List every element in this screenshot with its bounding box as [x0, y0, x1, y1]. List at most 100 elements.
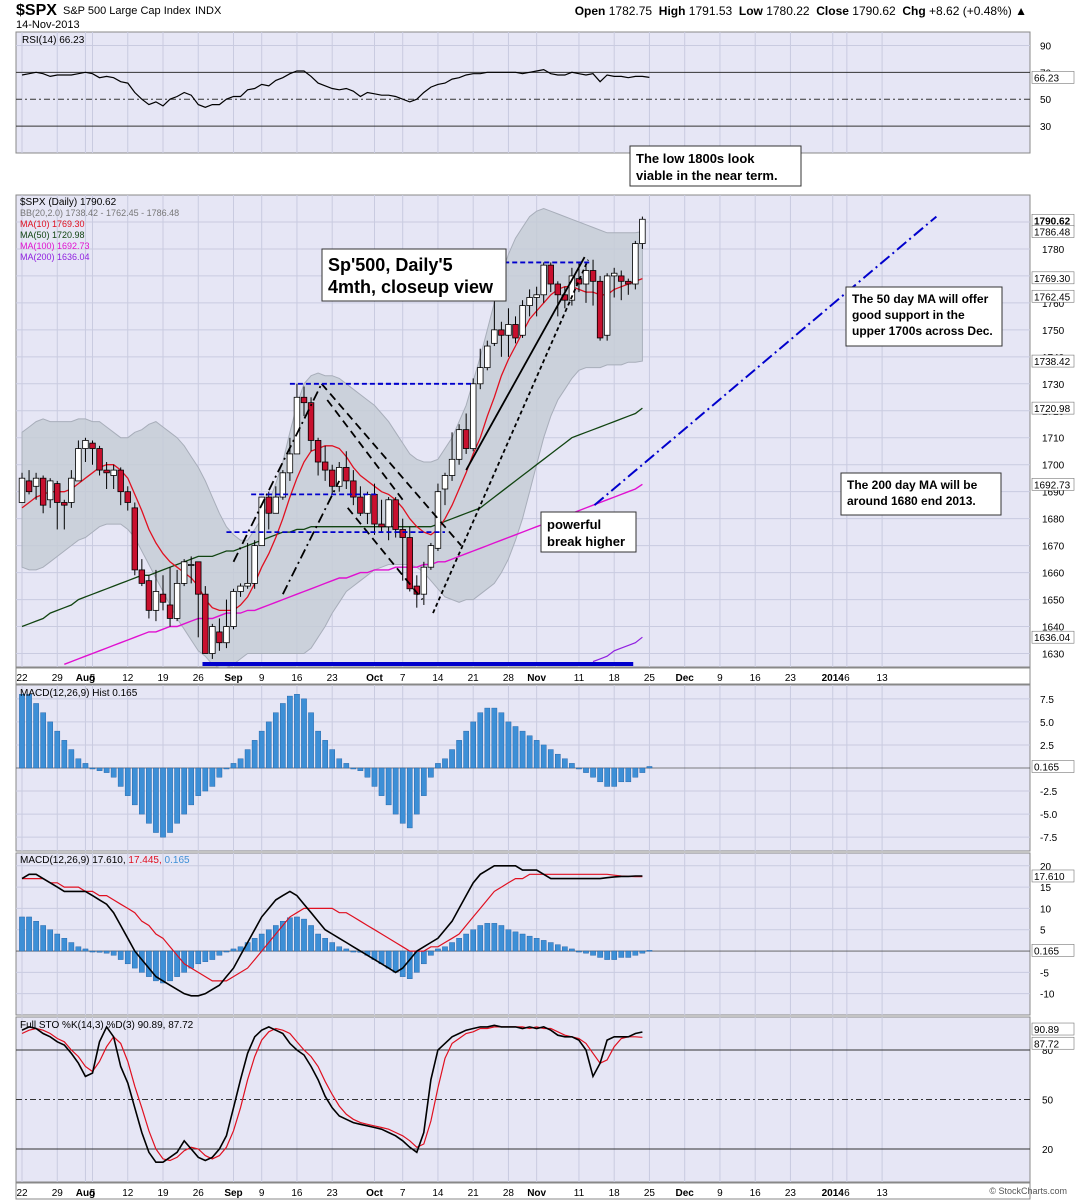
macd-hist-tick: -2.5 — [1040, 787, 1058, 798]
candle-body — [131, 507, 138, 571]
low-1800s-note: viable in the near term. — [636, 168, 778, 183]
macd-hist-bar — [385, 767, 392, 806]
ma200-note-box — [840, 472, 1002, 516]
x-axis-bottom-label: Oct — [366, 1188, 383, 1199]
macd-hist-bar — [519, 730, 526, 769]
x-axis-bottom-label: 14 — [432, 1188, 444, 1199]
candle-body — [251, 545, 258, 584]
macd-bar — [287, 917, 293, 952]
macd-bar — [547, 942, 554, 952]
macd-hist-bar — [632, 767, 639, 778]
low-1800s-note-box — [629, 145, 802, 187]
x-axis-top-label: 9 — [259, 673, 265, 684]
price-tick: 1700 — [1042, 461, 1065, 472]
x-axis-bottom-label: 22 — [16, 1188, 28, 1199]
macd-hist-bar — [378, 767, 385, 796]
candle-body — [378, 523, 385, 528]
macd-bar — [265, 929, 272, 952]
ma200-note: around 1680 end 2013. — [847, 494, 976, 508]
macd-hist-bar — [103, 767, 110, 773]
candle-body — [336, 467, 343, 487]
macd-hist-bar — [442, 758, 448, 769]
macd-bar — [343, 948, 350, 952]
price-value-tag: 1720.98 — [1034, 404, 1071, 415]
candle-body — [138, 569, 146, 584]
macd-hist-bar — [258, 730, 265, 769]
x-axis-top-label: 14 — [432, 673, 444, 684]
price-value-tag-box — [1031, 401, 1075, 415]
x-axis-top-label: Nov — [527, 673, 546, 684]
candle-body — [371, 493, 378, 525]
macd-hist-bar — [251, 740, 258, 769]
macd-hist-bar — [547, 749, 554, 769]
x-axis-top-label: Sep — [224, 673, 242, 684]
x-axis-top-label: 29 — [52, 673, 64, 684]
candle-body — [385, 499, 392, 528]
x-axis-bottom-label: 23 — [327, 1188, 339, 1199]
macd-hist-bar — [153, 767, 159, 833]
macd-hist-bar — [110, 767, 117, 778]
price-value-tag: 1786.48 — [1034, 227, 1071, 238]
macd-value-tag: 17.610 — [1034, 872, 1065, 883]
macd-bar — [484, 923, 491, 952]
x-axis-top-label: 16 — [750, 673, 762, 684]
macd-bar — [230, 948, 237, 952]
macd-bar — [463, 933, 469, 952]
macd-bar — [336, 946, 343, 952]
macd-hist-bar — [357, 767, 364, 771]
macd-bar — [153, 950, 159, 982]
candle-body — [173, 582, 181, 619]
sto-tick: 50 — [1042, 1096, 1054, 1107]
ma50-label: MA(50) 1720.98 — [20, 230, 85, 240]
x-axis-bottom-label: 11 — [574, 1188, 585, 1199]
price-tick: 1780 — [1042, 245, 1065, 256]
macd-hist-tick: 7.5 — [1040, 695, 1054, 706]
rsi-value-tag-box — [1031, 71, 1075, 84]
macd-bar — [449, 942, 455, 952]
macd-bar — [569, 948, 575, 952]
candle-body — [596, 280, 604, 339]
macd-line — [21, 865, 643, 997]
price-value-tag-box — [1031, 271, 1075, 285]
x-axis-bottom-label: 9 — [717, 1188, 723, 1199]
macd-bar — [216, 950, 223, 956]
candle-body — [75, 448, 82, 482]
macd-bar — [251, 938, 258, 952]
candle-body — [491, 329, 498, 344]
macd-hist-bar — [265, 721, 272, 769]
candle-body — [434, 491, 442, 549]
x-axis-top-label: 13 — [877, 673, 889, 684]
candle-body — [96, 448, 103, 471]
macd-hist-tick: 2.5 — [1040, 741, 1054, 752]
macd-hist-bar — [364, 767, 371, 778]
high-value: 1791.53 — [688, 4, 733, 18]
rsi-panel — [15, 31, 1031, 154]
chg-value: +8.62 (+0.48%) — [929, 4, 1012, 18]
price-tick: 1680 — [1042, 515, 1065, 526]
macd-bar — [611, 950, 617, 960]
breakout-note: break higher — [547, 534, 625, 549]
candle-body — [632, 243, 639, 285]
candle-body — [554, 283, 561, 296]
ticker-symbol: $SPX — [16, 2, 57, 19]
candle-body — [279, 472, 287, 498]
macd-hist-bar — [96, 767, 103, 771]
channel-line — [326, 399, 404, 501]
macd-hist-bar — [505, 721, 512, 769]
channel-line — [282, 480, 341, 595]
x-axis-bottom-label: 23 — [785, 1188, 797, 1199]
macd-bar — [562, 946, 568, 952]
x-axis-bottom-label: 16 — [291, 1188, 303, 1199]
price-value-tag: 1769.30 — [1034, 274, 1071, 285]
x-axis-top-label: 12 — [122, 673, 134, 684]
macd-hist-bar — [89, 767, 96, 770]
price-value-tag-box — [1031, 354, 1075, 368]
candle-body — [18, 477, 26, 503]
candle-body — [89, 442, 96, 449]
macd-bar — [33, 921, 39, 952]
macd-hist-bar — [33, 703, 39, 769]
x-axis-top-label: 18 — [609, 673, 621, 684]
macd-bar — [160, 950, 166, 984]
candle-body — [568, 275, 576, 301]
x-axis-bottom-label: 26 — [193, 1188, 205, 1199]
